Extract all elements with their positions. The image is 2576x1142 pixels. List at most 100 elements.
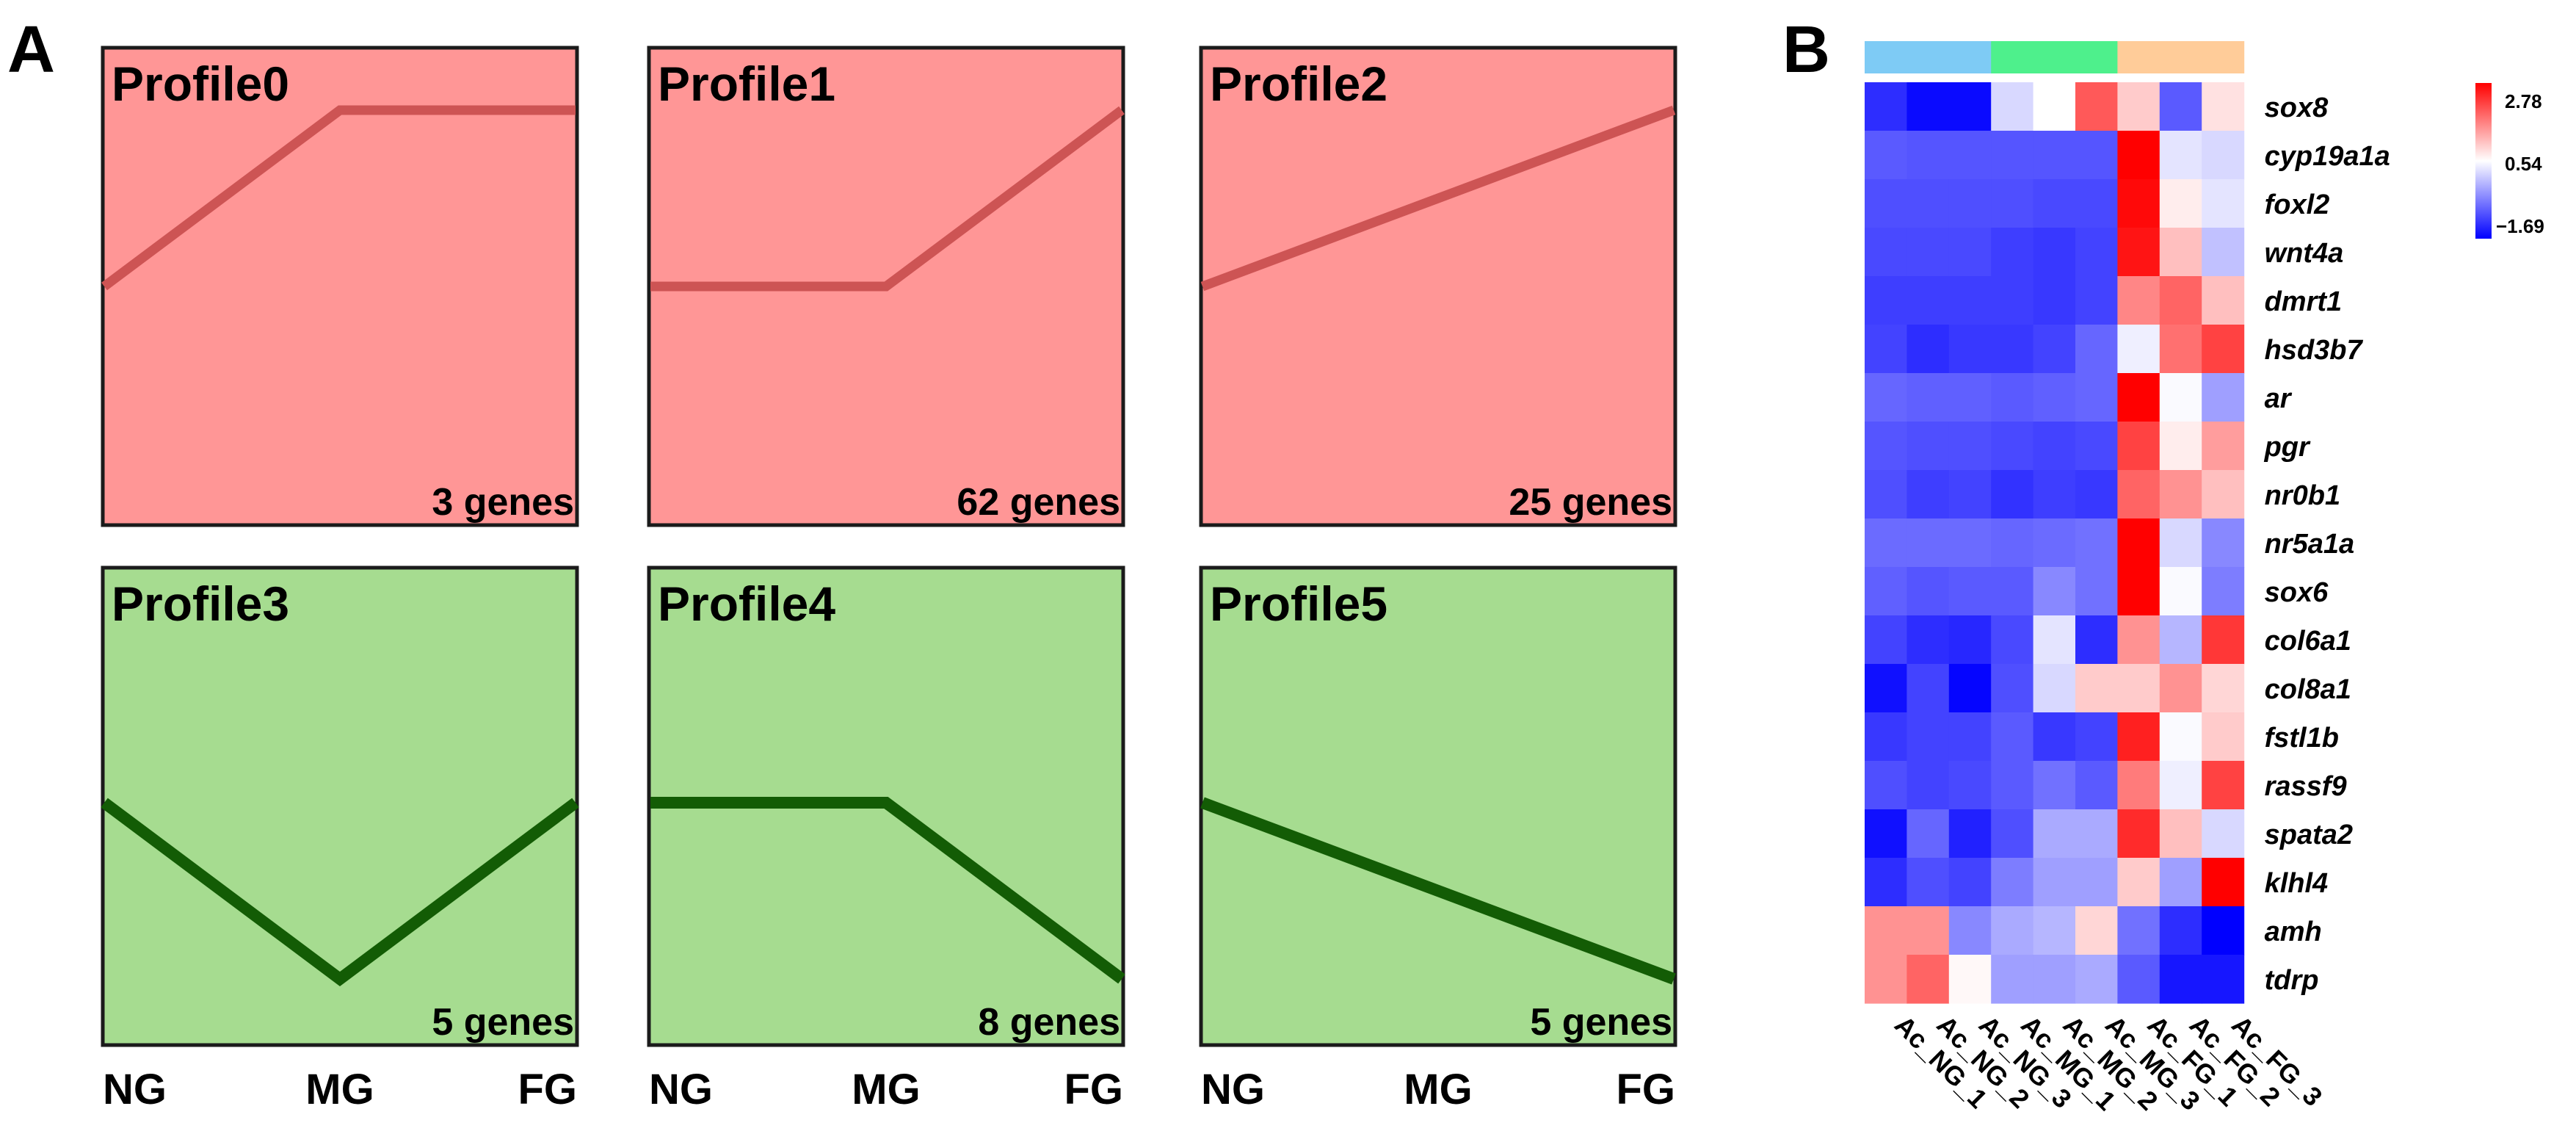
heatmap-cell xyxy=(1906,325,1950,374)
heatmap-cell xyxy=(2159,325,2202,374)
heatmap-cell xyxy=(1948,373,1992,422)
heatmap-cell xyxy=(1865,809,1907,859)
heatmap-cell xyxy=(2075,228,2118,277)
profile-panel: Profile0 3 genes Profile1 62 genes Profile2 2… xyxy=(101,46,1677,1113)
heatmap-cell xyxy=(1948,567,1992,616)
heatmap-cell xyxy=(2202,567,2245,616)
heatmap-cell xyxy=(1865,664,1907,713)
heatmap-cell xyxy=(1948,809,1992,859)
heatmap-cell xyxy=(2075,955,2118,1004)
heatmap-cell xyxy=(1865,276,1907,325)
heatmap-cell xyxy=(2159,373,2202,422)
heatmap-cell xyxy=(2117,858,2160,907)
heatmap-cell xyxy=(1865,761,1907,810)
gene-label: nr5a1a xyxy=(2265,529,2355,560)
heatmap-cell xyxy=(1865,179,1907,228)
heatmap-cell xyxy=(2033,664,2076,713)
heatmap-cell xyxy=(2033,82,2076,131)
heatmap-cell xyxy=(1991,955,2034,1004)
heatmap-cell xyxy=(1991,179,2034,228)
gene-label: dmrt1 xyxy=(2265,286,2343,317)
heatmap-cell xyxy=(2117,809,2160,859)
heatmap-cell xyxy=(2033,906,2076,955)
heatmap-cell xyxy=(2117,422,2160,471)
group-bar-cell xyxy=(1865,41,1907,73)
heatmap-cell xyxy=(1991,567,2034,616)
group-bar-cell xyxy=(2033,41,2076,73)
heatmap-cell xyxy=(2159,712,2202,762)
heatmap-cell xyxy=(2117,567,2160,616)
profile-5: Profile5 5 genes xyxy=(1199,565,1677,1047)
gene-label: sox6 xyxy=(2265,577,2329,608)
heatmap-cell xyxy=(1906,179,1950,228)
heatmap-cell xyxy=(1991,615,2034,665)
heatmap-cell xyxy=(1906,761,1950,810)
profile-title: Profile2 xyxy=(1210,57,1387,111)
heatmap-cell xyxy=(1948,276,1992,325)
heatmap-cell xyxy=(1948,325,1992,374)
group-bar-cell xyxy=(2159,41,2202,73)
heatmap-cell xyxy=(2202,615,2245,665)
heatmap-cell xyxy=(2159,664,2202,713)
heatmap-cell xyxy=(2202,664,2245,713)
heatmap-cell xyxy=(2202,761,2245,810)
heatmap-cell xyxy=(2202,470,2245,519)
heatmap-cell xyxy=(2159,179,2202,228)
gene-label: foxl2 xyxy=(2265,189,2330,220)
profile-gene-count: 62 genes xyxy=(957,481,1120,524)
heatmap-cell xyxy=(1906,470,1950,519)
heatmap-cell xyxy=(2075,131,2118,180)
x-tick-label: NG xyxy=(649,1066,713,1113)
gene-label: rassf9 xyxy=(2265,771,2347,802)
profile-title: Profile5 xyxy=(1210,577,1387,631)
group-bar-cell xyxy=(2075,41,2118,73)
profile-line xyxy=(650,797,1125,984)
gene-label: col6a1 xyxy=(2265,626,2351,657)
heatmap-cell xyxy=(2033,615,2076,665)
legend-max-label: 2.78 xyxy=(2505,90,2542,112)
heatmap-cell xyxy=(2202,276,2245,325)
legend-min-label: −1.69 xyxy=(2496,215,2544,237)
x-tick-label: MG xyxy=(305,1066,374,1113)
heatmap-cell xyxy=(1865,906,1907,955)
heatmap-cell xyxy=(2075,809,2118,859)
profile-4: Profile4 8 genes xyxy=(647,565,1125,1047)
gene-label: tdrp xyxy=(2265,965,2319,996)
heatmap-cell xyxy=(1948,858,1992,907)
profile-line xyxy=(650,106,1125,292)
heatmap-cell xyxy=(2117,664,2160,713)
heatmap-cell xyxy=(1865,858,1907,907)
heatmap-cell xyxy=(2117,179,2160,228)
heatmap-cell xyxy=(2075,82,2118,131)
heatmap-cell xyxy=(1865,567,1907,616)
heatmap-cell xyxy=(1948,179,1992,228)
profile-title: Profile4 xyxy=(658,577,835,631)
heatmap-cell xyxy=(1948,422,1992,471)
heatmap-cell xyxy=(2117,276,2160,325)
heatmap-cell xyxy=(1948,470,1992,519)
heatmap-cell xyxy=(2075,712,2118,762)
heatmap-cell xyxy=(1991,422,2034,471)
heatmap-cell xyxy=(1948,712,1992,762)
heatmap-cell xyxy=(2033,470,2076,519)
heatmap-cell xyxy=(2033,567,2076,616)
profile-2: Profile2 25 genes xyxy=(1199,46,1677,527)
x-tick-label: MG xyxy=(852,1066,920,1113)
heatmap-cell xyxy=(1865,422,1907,471)
heatmap-cell xyxy=(1906,858,1950,907)
heatmap-cell xyxy=(2159,131,2202,180)
profile-box xyxy=(1199,565,1677,1047)
heatmap-cell xyxy=(2202,179,2245,228)
profile-gene-count: 25 genes xyxy=(1509,481,1672,524)
heatmap-cell xyxy=(2033,131,2076,180)
heatmap-cell xyxy=(1991,470,2034,519)
profile-0: Profile0 3 genes xyxy=(101,46,579,527)
group-bar-cell xyxy=(2202,41,2245,73)
heatmap-cell xyxy=(1906,955,1950,1004)
heatmap-cell xyxy=(1991,82,2034,131)
heatmap-cell xyxy=(1991,228,2034,277)
heatmap-cell xyxy=(2202,131,2245,180)
heatmap-cell xyxy=(1991,373,2034,422)
gene-label: sox8 xyxy=(2265,93,2329,123)
